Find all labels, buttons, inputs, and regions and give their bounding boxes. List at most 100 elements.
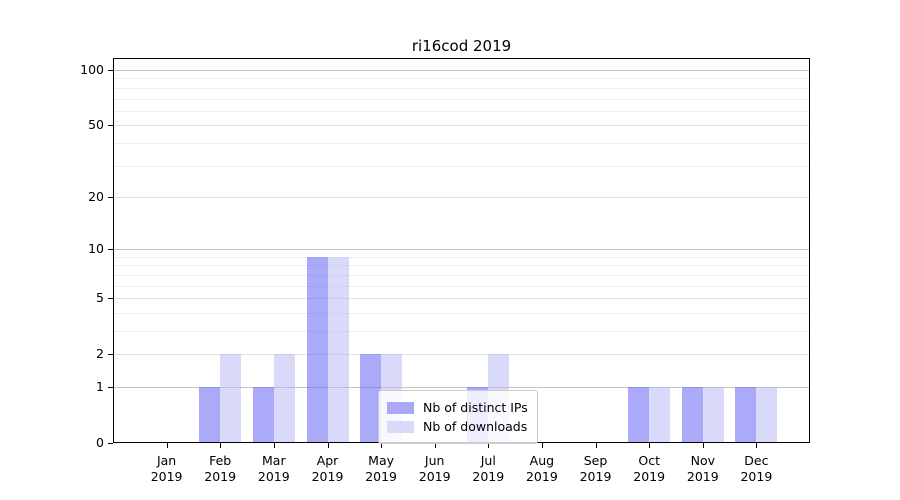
- y-tick-label: 5: [96, 290, 104, 306]
- bar-distinct-ips: [735, 387, 757, 443]
- x-tick-year: 2019: [418, 469, 451, 484]
- gridline-mid: [114, 125, 809, 127]
- bar-distinct-ips: [360, 354, 382, 443]
- x-tick-mark: [166, 443, 168, 448]
- y-tick-mark: [108, 249, 113, 251]
- legend-swatch-distinct-ips: [387, 401, 414, 414]
- gridline-minor: [114, 142, 809, 144]
- bar-distinct-ips: [681, 387, 703, 443]
- chart-title: ri16cod 2019: [411, 37, 512, 55]
- legend-item-downloads: Nb of downloads: [387, 418, 528, 435]
- y-tick-mark: [108, 70, 113, 71]
- gridline-minor: [114, 87, 809, 89]
- gridline-minor: [114, 274, 809, 276]
- bar-distinct-ips: [628, 387, 650, 443]
- y-tick-label: 20: [88, 188, 104, 204]
- y-tick-label: 2: [96, 346, 104, 362]
- x-tick-year: 2019: [204, 469, 237, 484]
- x-tick-mark: [381, 443, 383, 448]
- gridline-major: [114, 70, 809, 71]
- y-tick-label: 10: [88, 241, 104, 257]
- bar-downloads: [756, 387, 778, 443]
- y-tick-label: 100: [80, 62, 104, 77]
- x-tick-label: Nov 2019: [671, 453, 735, 485]
- x-tick-year: 2019: [365, 469, 397, 484]
- gridline-minor: [114, 265, 809, 267]
- legend-swatch-downloads: [387, 420, 414, 433]
- x-tick-label: Apr 2019: [296, 453, 360, 485]
- x-tick-month: Jul: [480, 453, 496, 468]
- x-tick-label: Dec 2019: [724, 453, 788, 485]
- x-tick-year: 2019: [472, 469, 505, 484]
- x-tick-label: Sep 2019: [564, 453, 628, 485]
- x-tick-label: May 2019: [349, 453, 413, 485]
- legend-label: Nb of distinct IPs: [423, 400, 528, 415]
- bar-downloads: [220, 354, 242, 443]
- legend-label: Nb of downloads: [423, 419, 528, 434]
- x-tick-mark: [595, 443, 597, 448]
- x-tick-month: Sep: [583, 453, 608, 468]
- x-tick-mark: [220, 443, 222, 448]
- y-tick-label: 0: [96, 435, 104, 450]
- x-tick-mark: [273, 443, 275, 448]
- gridline-minor: [114, 312, 809, 314]
- x-tick-month: Apr: [316, 453, 339, 468]
- x-tick-month: Jun: [424, 453, 445, 468]
- gridline-mid: [114, 196, 809, 198]
- x-tick-mark: [434, 443, 436, 448]
- y-tick-label: 50: [88, 117, 104, 133]
- bar-downloads: [273, 354, 295, 443]
- x-tick-mark: [541, 443, 543, 448]
- x-tick-month: Jan: [156, 453, 177, 468]
- x-tick-month: Feb: [209, 453, 232, 468]
- y-tick-mark: [108, 387, 113, 388]
- y-tick-mark: [108, 354, 113, 356]
- x-tick-year: 2019: [525, 469, 558, 484]
- x-tick-year: 2019: [686, 469, 719, 484]
- x-tick-month: Oct: [638, 453, 660, 468]
- gridline-minor: [114, 256, 809, 258]
- x-tick-month: Aug: [529, 453, 555, 468]
- y-tick-mark: [108, 298, 113, 300]
- gridline-mid: [114, 354, 809, 356]
- x-tick-label: Aug 2019: [510, 453, 574, 485]
- gridline-minor: [114, 285, 809, 287]
- x-tick-year: 2019: [740, 469, 773, 484]
- gridline-minor: [114, 110, 809, 112]
- bar-distinct-ips: [199, 387, 221, 443]
- x-tick-year: 2019: [579, 469, 612, 484]
- gridline-major: [114, 249, 809, 251]
- plot-area-border: [113, 58, 810, 443]
- x-tick-month: May: [368, 453, 395, 468]
- bar-distinct-ips: [252, 387, 274, 443]
- bar-downloads: [649, 387, 671, 443]
- x-tick-label: Mar 2019: [242, 453, 306, 485]
- x-tick-label: Jun 2019: [403, 453, 467, 485]
- gridline-minor: [114, 78, 809, 80]
- x-tick-label: Jul 2019: [456, 453, 520, 485]
- bar-downloads: [702, 387, 724, 443]
- x-tick-month: Nov: [690, 453, 715, 468]
- x-tick-mark: [327, 443, 329, 448]
- x-tick-year: 2019: [150, 469, 183, 484]
- y-tick-mark: [108, 196, 113, 198]
- gridline-mid: [114, 298, 809, 300]
- x-tick-label: Feb 2019: [188, 453, 252, 485]
- y-tick-label: 1: [96, 379, 104, 394]
- x-tick-year: 2019: [633, 469, 666, 484]
- gridline-major: [114, 387, 809, 388]
- bar-downloads: [327, 256, 349, 443]
- y-tick-mark: [108, 125, 113, 127]
- x-tick-mark: [488, 443, 490, 448]
- x-tick-mark: [756, 443, 758, 448]
- x-tick-month: Mar: [262, 453, 286, 468]
- x-tick-month: Dec: [744, 453, 769, 468]
- gridline-minor: [114, 165, 809, 167]
- x-tick-mark: [649, 443, 651, 448]
- legend-item-distinct-ips: Nb of distinct IPs: [387, 399, 528, 416]
- x-tick-label: Oct 2019: [617, 453, 681, 485]
- x-tick-label: Jan 2019: [135, 453, 199, 485]
- y-tick-mark: [108, 443, 113, 444]
- gridline-minor: [114, 98, 809, 100]
